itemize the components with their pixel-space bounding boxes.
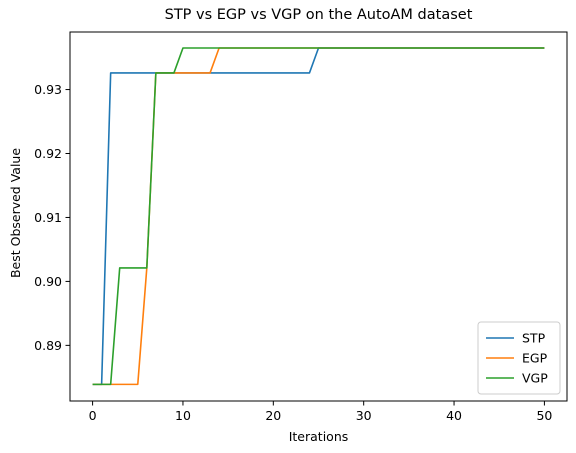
legend-label-egp: EGP xyxy=(522,351,548,366)
x-tick-label: 10 xyxy=(175,408,191,423)
y-axis: 0.89 0.90 0.91 0.92 0.93 xyxy=(34,82,70,353)
legend-box xyxy=(477,321,561,395)
legend-label-vgp: VGP xyxy=(522,371,548,386)
x-axis: 0 10 20 30 40 50 xyxy=(89,401,552,423)
y-tick-label: 0.93 xyxy=(34,82,62,97)
chart-title: STP vs EGP vs VGP on the AutoAM dataset xyxy=(165,7,473,23)
x-tick-label: 40 xyxy=(446,408,462,423)
series-line-egp xyxy=(92,47,545,386)
series-line-stp xyxy=(92,47,545,386)
x-tick-label: 0 xyxy=(89,408,97,423)
legend-label-stp: STP xyxy=(522,331,546,346)
x-tick-label: 20 xyxy=(265,408,281,423)
plot-frame xyxy=(69,31,568,402)
series-line-vgp xyxy=(92,47,545,386)
y-axis-label: Best Observed Value xyxy=(8,148,23,278)
y-tick-label: 0.91 xyxy=(34,210,62,225)
y-tick-label: 0.92 xyxy=(34,146,62,161)
x-tick-label: 50 xyxy=(536,408,552,423)
x-tick-label: 30 xyxy=(356,408,372,423)
series-lines xyxy=(92,47,545,386)
legend: STP EGP VGP xyxy=(477,321,561,395)
y-tick-label: 0.89 xyxy=(34,338,62,353)
x-axis-label: Iterations xyxy=(289,429,349,444)
y-tick-label: 0.90 xyxy=(34,274,62,289)
